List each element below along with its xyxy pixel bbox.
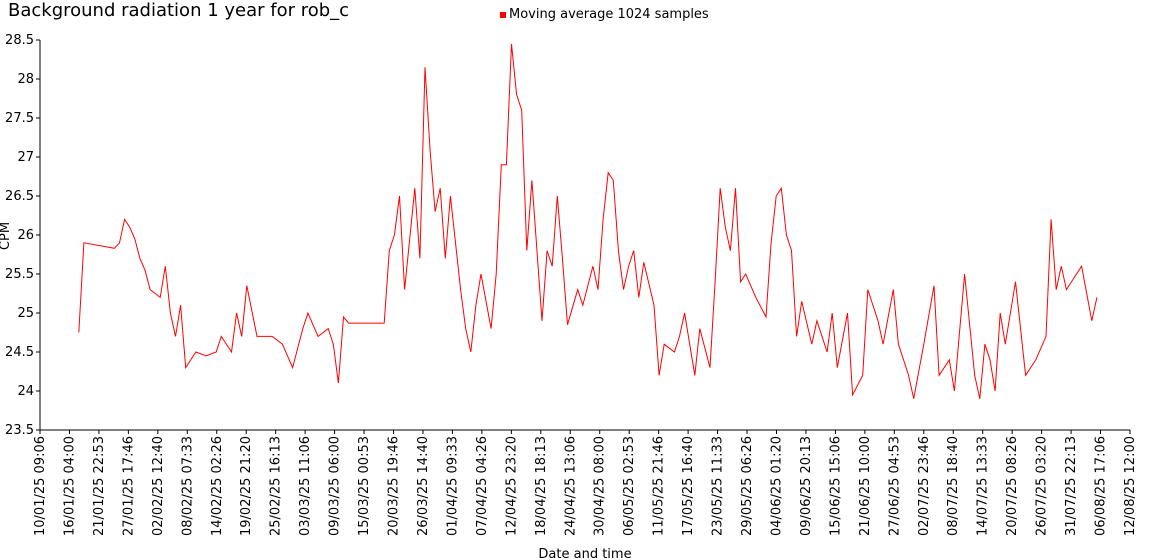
legend-swatch: [500, 12, 506, 18]
x-tick-label: 26/03/25 14:40: [416, 436, 431, 536]
x-tick-label: 08/02/25 07:33: [180, 436, 195, 536]
x-tick-label: 09/06/25 20:13: [799, 436, 814, 536]
x-tick-label: 29/05/25 06:26: [740, 436, 755, 536]
x-tick-label: 27/01/25 17:46: [121, 436, 136, 536]
x-tick-label: 19/02/25 21:20: [239, 436, 254, 536]
x-tick-label: 27/06/25 04:53: [887, 436, 902, 536]
y-tick-label: 26.5: [5, 189, 34, 204]
y-tick-label: 27.5: [5, 111, 34, 126]
x-tick-label: 06/05/25 02:53: [622, 436, 637, 536]
x-tick-label: 30/04/25 08:00: [593, 436, 608, 536]
x-tick-label: 24/04/25 13:06: [563, 436, 578, 536]
x-tick-label: 09/03/25 06:00: [328, 436, 343, 536]
x-tick-label: 02/02/25 12:40: [151, 436, 166, 536]
x-tick-label: 10/01/25 09:06: [33, 436, 48, 536]
y-tick-label: 24.5: [5, 345, 34, 360]
chart-title: Background radiation 1 year for rob_c: [8, 0, 349, 21]
y-tick-label: 25.5: [5, 267, 34, 282]
x-tick-label: 12/08/25 12:00: [1123, 436, 1138, 536]
x-tick-label: 17/05/25 16:40: [681, 436, 696, 536]
x-tick-label: 14/07/25 13:33: [976, 436, 991, 536]
y-tick-label: 25: [17, 306, 34, 321]
x-tick-label: 04/06/25 01:20: [769, 436, 784, 536]
x-tick-label: 02/07/25 23:46: [917, 436, 932, 536]
y-tick-label: 27: [17, 150, 34, 165]
x-tick-label: 20/03/25 19:46: [387, 436, 402, 536]
x-tick-label: 12/04/25 23:20: [504, 436, 519, 536]
x-axis-label: Date and time: [538, 547, 631, 560]
x-tick-label: 15/06/25 15:06: [828, 436, 843, 536]
y-tick-label: 28.5: [5, 33, 34, 48]
y-tick-label: 26: [17, 228, 34, 243]
x-tick-label: 23/05/25 11:33: [711, 436, 726, 536]
x-tick-label: 21/06/25 10:00: [858, 436, 873, 536]
x-tick-label: 03/03/25 11:06: [298, 436, 313, 536]
legend-label: Moving average 1024 samples: [509, 7, 709, 22]
x-tick-label: 16/01/25 04:00: [62, 436, 77, 536]
x-tick-label: 14/02/25 02:26: [210, 436, 225, 536]
x-tick-label: 18/04/25 18:13: [534, 436, 549, 536]
x-tick-label: 11/05/25 21:46: [652, 436, 667, 536]
x-tick-label: 31/07/25 22:13: [1064, 436, 1079, 536]
x-tick-label: 21/01/25 22:53: [92, 436, 107, 536]
data-line: [78, 43, 1098, 399]
x-tick-label: 08/07/25 18:40: [946, 436, 961, 536]
x-tick-label: 07/04/25 04:26: [475, 436, 490, 536]
y-tick-label: 24: [17, 384, 34, 399]
x-tick-label: 25/02/25 16:13: [269, 436, 284, 536]
y-axis-label: CPM: [0, 222, 13, 250]
y-tick-label: 23.5: [5, 423, 34, 438]
x-tick-label: 15/03/25 00:53: [357, 436, 372, 536]
y-tick-label: 28: [17, 72, 34, 87]
x-tick-label: 26/07/25 03:20: [1035, 436, 1050, 536]
x-tick-label: 01/04/25 09:33: [445, 436, 460, 536]
x-tick-label: 20/07/25 08:26: [1005, 436, 1020, 536]
x-tick-label: 06/08/25 17:06: [1094, 436, 1109, 536]
